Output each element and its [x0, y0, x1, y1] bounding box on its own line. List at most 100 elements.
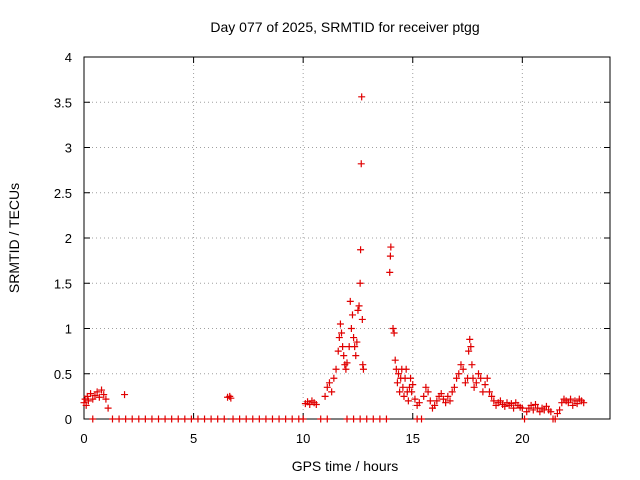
data-point	[556, 406, 564, 414]
data-points	[80, 93, 588, 423]
data-point	[115, 415, 123, 423]
data-point	[580, 399, 588, 407]
data-point	[328, 388, 336, 396]
data-point	[479, 388, 487, 396]
data-point	[98, 386, 106, 394]
data-point	[466, 335, 474, 343]
data-point	[82, 401, 90, 409]
data-point	[444, 392, 452, 400]
data-point	[433, 397, 441, 405]
data-point	[348, 311, 356, 319]
data-point	[201, 415, 209, 423]
data-point	[359, 361, 367, 369]
data-point	[431, 401, 439, 409]
y-tick-label: 0	[65, 412, 72, 427]
data-point	[356, 279, 364, 287]
data-point	[393, 379, 401, 387]
data-point	[148, 415, 156, 423]
data-point	[89, 415, 97, 423]
data-point	[323, 383, 331, 391]
data-point	[262, 415, 270, 423]
y-tick-label: 1	[65, 322, 72, 337]
data-point	[529, 406, 537, 414]
data-point	[306, 401, 314, 409]
data-point	[104, 404, 112, 412]
data-point	[569, 401, 577, 409]
data-point	[547, 408, 555, 416]
data-point	[483, 374, 491, 382]
data-point	[352, 352, 360, 360]
y-tick-label: 1.5	[54, 276, 72, 291]
data-point	[334, 347, 342, 355]
data-point	[358, 315, 366, 323]
data-point	[437, 390, 445, 398]
data-point	[408, 388, 416, 396]
data-point	[135, 415, 143, 423]
data-point	[400, 392, 408, 400]
data-point	[174, 415, 182, 423]
data-point	[343, 415, 351, 423]
data-point	[386, 268, 394, 276]
data-point	[551, 415, 559, 423]
data-point	[424, 388, 432, 396]
data-point	[100, 391, 108, 399]
data-point	[382, 415, 390, 423]
data-point	[553, 410, 561, 418]
data-point	[353, 338, 361, 346]
x-axis-label: GPS time / hours	[292, 458, 399, 474]
data-point	[358, 93, 366, 101]
data-point	[249, 415, 257, 423]
data-point	[242, 415, 250, 423]
data-point	[299, 415, 307, 423]
data-point	[255, 415, 263, 423]
data-point	[108, 415, 116, 423]
data-point	[122, 415, 130, 423]
data-point	[128, 415, 136, 423]
data-point	[510, 404, 518, 412]
data-point	[390, 329, 398, 337]
data-point	[317, 415, 325, 423]
data-point	[312, 401, 320, 409]
data-point	[485, 388, 493, 396]
data-point	[323, 415, 331, 423]
data-point	[187, 415, 195, 423]
x-tick-label: 15	[406, 431, 420, 446]
data-point	[415, 399, 423, 407]
data-point	[91, 391, 99, 399]
data-point	[461, 379, 469, 387]
data-point	[102, 395, 110, 403]
data-point	[399, 383, 407, 391]
data-point	[354, 306, 362, 314]
data-point	[518, 404, 526, 412]
data-point	[439, 395, 447, 403]
data-point	[507, 400, 515, 408]
data-point	[275, 415, 283, 423]
data-point	[351, 343, 359, 351]
data-point	[448, 388, 456, 396]
data-point	[472, 379, 480, 387]
data-point	[288, 415, 296, 423]
data-point	[567, 395, 575, 403]
data-point	[468, 361, 476, 369]
axis-ticks: 0 0.5 1 1.5 2 2.5 3 3.5 4 0 5 10 15 20	[54, 50, 610, 446]
data-point	[321, 392, 329, 400]
data-point	[386, 252, 394, 260]
y-axis-label: SRMTID / TECUs	[6, 183, 22, 293]
data-point	[496, 397, 504, 405]
data-point	[457, 361, 465, 369]
data-point	[356, 415, 364, 423]
data-point	[558, 399, 566, 407]
data-point	[340, 352, 348, 360]
data-point	[89, 395, 97, 403]
data-point	[357, 246, 365, 254]
data-point	[442, 399, 450, 407]
data-point	[420, 392, 428, 400]
data-point	[475, 370, 482, 378]
data-point	[418, 415, 426, 423]
data-point	[335, 334, 343, 342]
data-point	[350, 334, 358, 342]
data-point	[527, 401, 535, 409]
data-point	[93, 388, 101, 396]
data-point	[446, 397, 454, 405]
y-tick-label: 3	[65, 141, 72, 156]
